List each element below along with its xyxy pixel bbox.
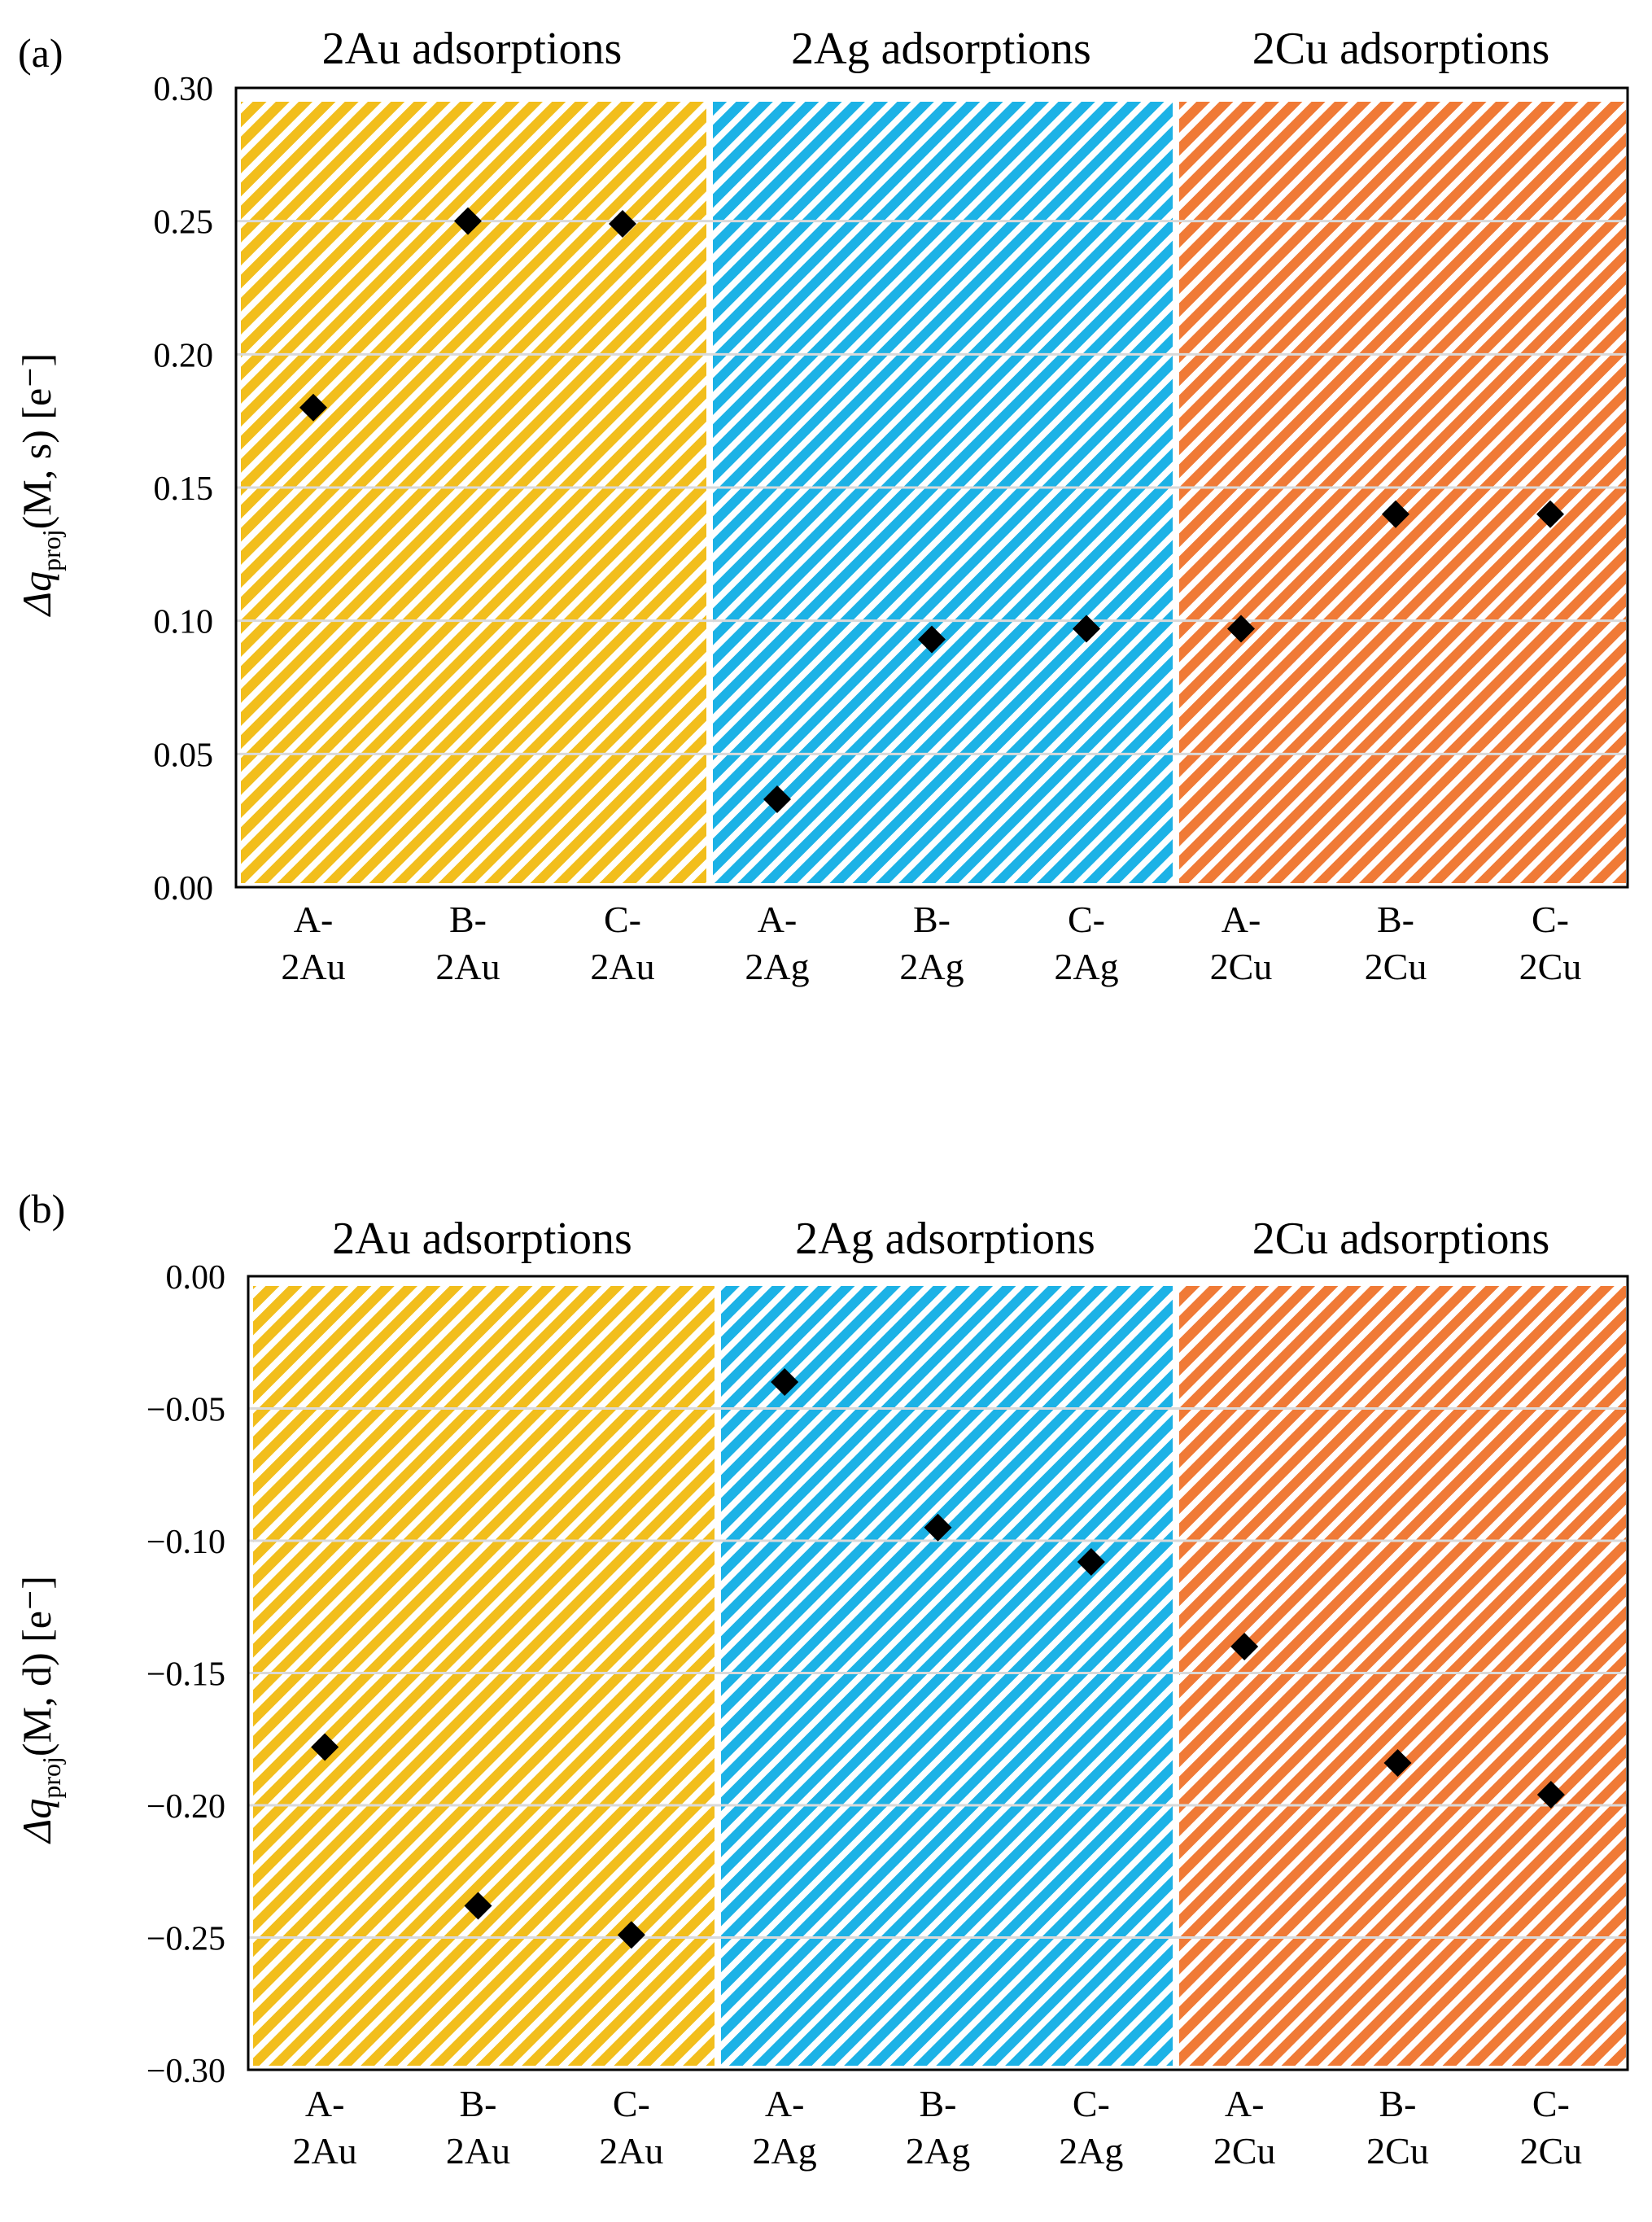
plot-frame [247, 1275, 1629, 2071]
y-tick-label: −0.15 [146, 1656, 225, 1694]
y-tick-label: 0.00 [154, 870, 214, 908]
y-tick-label: 0.30 [154, 71, 214, 108]
x-tick-label: C-2Au [599, 2083, 663, 2172]
y-tick-label: −0.10 [146, 1524, 225, 1561]
x-tick-label: C-2Ag [1059, 2083, 1123, 2172]
data-point [1383, 1749, 1412, 1777]
band-orange [1179, 102, 1626, 883]
y-tick-label: 0.15 [154, 470, 214, 508]
group-label: 2Au adsorptions [332, 1214, 632, 1264]
chart-panel-b: (b) 2Au adsorptions 2Ag adsorptions 2Cu ad… [14, 1186, 1629, 2172]
y-tick-label: 0.00 [166, 1259, 226, 1297]
x-tick-label: A-2Ag [753, 2083, 817, 2172]
chart-panel-a: (a) 2Au adsorptions 2Ag adsorptions 2Cu ad… [14, 24, 1629, 987]
data-point [924, 1513, 952, 1542]
x-tick-label: C-2Au [590, 899, 654, 987]
y-tick-label: 0.10 [154, 604, 214, 641]
x-tick-label: B-2Ag [906, 2083, 970, 2172]
band-blue [713, 102, 1173, 883]
data-point [771, 1368, 799, 1396]
data-point [1230, 1633, 1259, 1660]
data-point [1536, 1781, 1565, 1809]
x-tick-label: C-2Cu [1519, 899, 1582, 987]
y-tick-label: 0.25 [154, 204, 214, 242]
group-label: 2Cu adsorptions [1252, 24, 1550, 74]
x-tick-label: A-2Cu [1210, 899, 1273, 987]
group-label: 2Ag adsorptions [795, 1214, 1095, 1264]
group-label: 2Ag adsorptions [791, 24, 1091, 74]
x-tick-label: C-2Ag [1054, 899, 1118, 987]
x-tick-label: C-2Cu [1519, 2083, 1582, 2172]
x-tick-label: B-2Cu [1366, 2083, 1429, 2172]
panel-label: (b) [18, 1186, 65, 1231]
band-orange [1179, 1286, 1626, 2066]
x-tick-label: A-2Cu [1213, 2083, 1276, 2172]
panel-label: (a) [18, 30, 63, 76]
y-tick-label: 0.20 [154, 337, 214, 374]
plot-frame [234, 86, 1629, 889]
data-point [1227, 615, 1255, 643]
data-point [454, 207, 482, 235]
data-point [311, 1733, 339, 1761]
group-label: 2Au adsorptions [322, 24, 623, 74]
data-point [918, 625, 946, 654]
data-point [299, 393, 327, 422]
data-point [1536, 500, 1564, 528]
y-tick-label: −0.20 [146, 1788, 225, 1826]
x-tick-label: B-2Ag [899, 899, 964, 987]
x-tick-label: B-2Au [446, 2083, 510, 2172]
group-label: 2Cu adsorptions [1252, 1214, 1550, 1264]
y-tick-label: 0.05 [154, 737, 214, 774]
x-tick-label: B-2Au [435, 899, 500, 987]
x-tick-label: A-2Ag [745, 899, 809, 987]
x-tick-label: A-2Au [281, 899, 345, 987]
y-tick-label: −0.05 [146, 1392, 225, 1429]
band-gold [253, 1286, 715, 2066]
data-point [1073, 615, 1100, 643]
y-tick-label: −0.25 [146, 1921, 225, 1958]
y-tick-label: −0.30 [146, 2053, 225, 2090]
data-point [1077, 1548, 1105, 1576]
data-point [763, 785, 791, 813]
data-point [609, 209, 636, 238]
x-tick-label: A-2Au [293, 2083, 357, 2172]
band-blue [721, 1286, 1173, 2066]
data-point [464, 1892, 492, 1920]
x-tick-label: B-2Cu [1365, 899, 1427, 987]
data-point [1382, 500, 1409, 528]
y-axis-label: Δqproj(M, d) [e⁻] [14, 1576, 66, 1844]
y-axis-label: Δqproj(M, s) [e⁻] [14, 353, 66, 618]
data-point [617, 1921, 645, 1949]
